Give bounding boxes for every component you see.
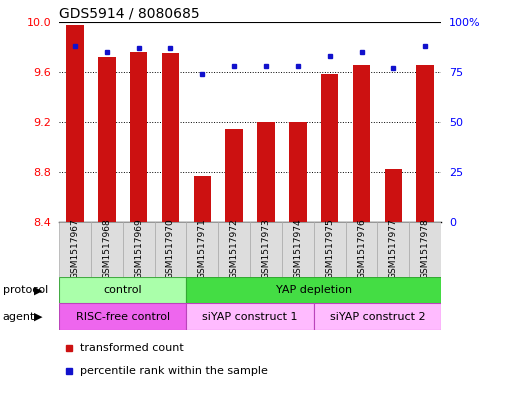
Text: siYAP construct 2: siYAP construct 2	[330, 312, 425, 322]
Bar	[225, 129, 243, 222]
Text: GSM1517967: GSM1517967	[70, 218, 80, 279]
Bar	[91, 222, 123, 277]
Text: control: control	[104, 285, 142, 295]
Text: transformed count: transformed count	[80, 343, 184, 353]
Bar	[186, 222, 218, 277]
Bar	[282, 222, 314, 277]
Text: RISC-free control: RISC-free control	[75, 312, 170, 322]
Text: protocol: protocol	[3, 285, 48, 295]
Bar	[98, 57, 115, 222]
Bar	[314, 303, 441, 330]
Bar	[154, 222, 186, 277]
Bar	[130, 51, 147, 222]
Bar	[123, 222, 154, 277]
Bar	[59, 303, 186, 330]
Text: GSM1517973: GSM1517973	[262, 218, 270, 279]
Text: percentile rank within the sample: percentile rank within the sample	[80, 366, 268, 376]
Text: GSM1517976: GSM1517976	[357, 218, 366, 279]
Bar	[346, 222, 378, 277]
Bar	[417, 66, 434, 222]
Bar	[314, 222, 346, 277]
Text: YAP depletion: YAP depletion	[275, 285, 352, 295]
Bar	[378, 222, 409, 277]
Bar	[186, 277, 441, 303]
Text: ▶: ▶	[34, 285, 43, 295]
Bar	[385, 169, 402, 222]
Text: GSM1517974: GSM1517974	[293, 218, 302, 279]
Bar	[250, 222, 282, 277]
Text: GSM1517970: GSM1517970	[166, 218, 175, 279]
Text: GDS5914 / 8080685: GDS5914 / 8080685	[59, 6, 200, 20]
Bar	[289, 122, 307, 222]
Bar	[353, 66, 370, 222]
Text: ▶: ▶	[34, 312, 43, 322]
Text: GSM1517968: GSM1517968	[102, 218, 111, 279]
Bar	[409, 222, 441, 277]
Text: GSM1517977: GSM1517977	[389, 218, 398, 279]
Text: GSM1517972: GSM1517972	[230, 218, 239, 279]
Bar	[321, 74, 339, 222]
Text: siYAP construct 1: siYAP construct 1	[202, 312, 298, 322]
Text: agent: agent	[3, 312, 35, 322]
Text: GSM1517971: GSM1517971	[198, 218, 207, 279]
Bar	[162, 53, 179, 222]
Bar	[218, 222, 250, 277]
Bar	[66, 26, 84, 222]
Bar	[59, 222, 91, 277]
Bar	[59, 277, 186, 303]
Bar	[193, 176, 211, 222]
Text: GSM1517975: GSM1517975	[325, 218, 334, 279]
Text: GSM1517978: GSM1517978	[421, 218, 430, 279]
Text: GSM1517969: GSM1517969	[134, 218, 143, 279]
Bar	[186, 303, 314, 330]
Bar	[257, 122, 275, 222]
